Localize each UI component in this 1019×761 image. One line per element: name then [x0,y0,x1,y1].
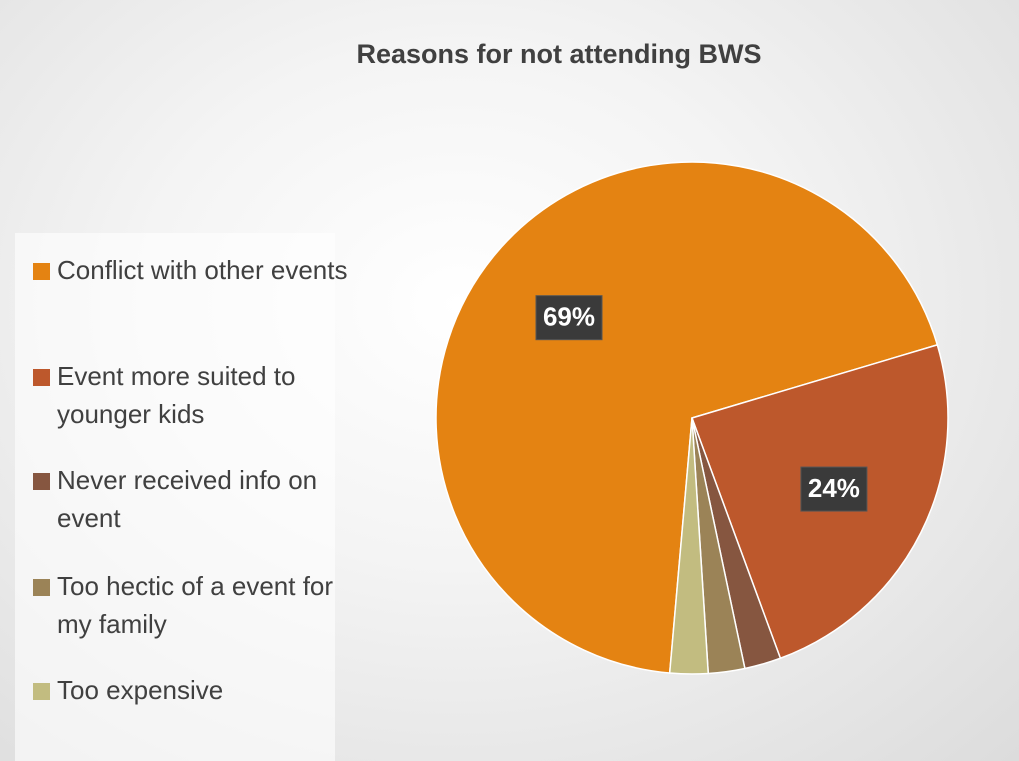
legend-label: Event more suited to younger kids [57,361,296,429]
pie-slice [668,417,710,675]
legend-swatch [33,579,50,596]
legend-label: Never received info on event [57,465,318,533]
legend-item: Too expensive [33,671,357,709]
legend-swatch [33,369,50,386]
data-label-text: 24% [808,473,860,503]
legend: Conflict with other events Event more sui… [15,233,347,761]
legend-item: Conflict with other events [33,251,357,289]
legend-swatch [33,683,50,700]
data-label: 69% [535,295,603,341]
data-label-text: 69% [543,302,595,332]
legend-item: Event more suited to younger kids [33,357,357,433]
legend-item: Too hectic of a event for my family [33,567,357,643]
legend-item: Never received info on event [33,461,357,537]
chart-title: Reasons for not attending BWS [357,39,762,69]
data-label-box [535,295,603,341]
legend-swatch [33,473,50,490]
legend-label: Conflict with other events [57,255,348,285]
pie-slice [435,161,939,674]
legend-label: Too hectic of a event for my family [57,571,334,639]
legend-label: Too expensive [57,675,224,705]
legend-swatch [33,263,50,280]
data-label: 24% [800,466,868,512]
data-label-box [800,466,868,512]
